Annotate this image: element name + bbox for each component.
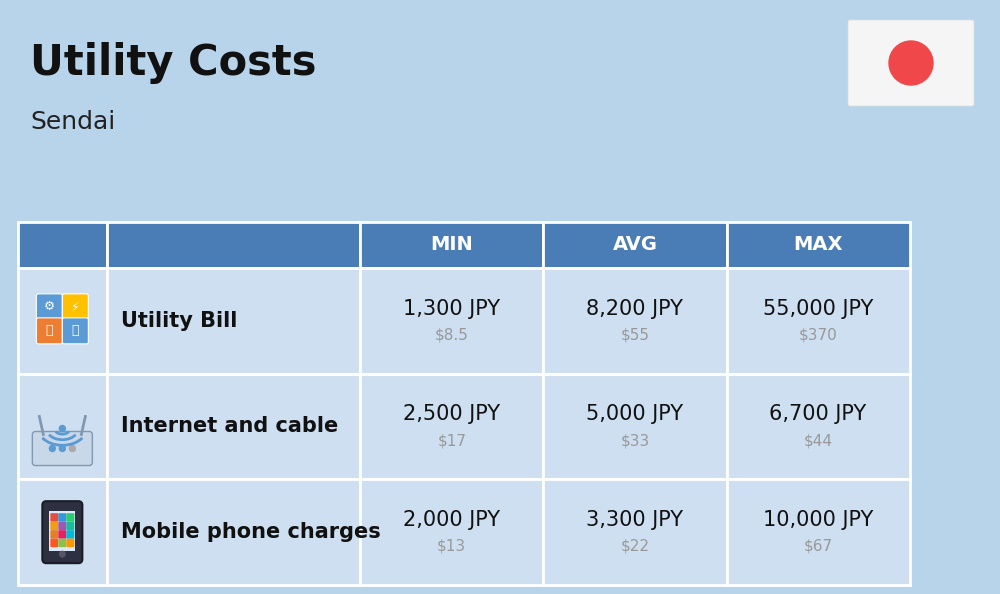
Text: $67: $67: [804, 539, 833, 554]
FancyBboxPatch shape: [36, 318, 62, 344]
Text: 📷: 📷: [72, 324, 79, 337]
Text: $8.5: $8.5: [435, 327, 469, 342]
Bar: [543, 374, 727, 479]
Bar: [107, 374, 360, 479]
Bar: [107, 479, 360, 585]
Text: ⚙: ⚙: [44, 301, 55, 313]
Circle shape: [69, 446, 75, 451]
Bar: [49, 511, 75, 551]
FancyBboxPatch shape: [50, 539, 58, 547]
Circle shape: [59, 551, 66, 558]
Bar: [543, 268, 727, 374]
Text: 55,000 JPY: 55,000 JPY: [763, 299, 873, 319]
Bar: [727, 374, 910, 479]
Bar: [18, 222, 107, 268]
Bar: [107, 268, 360, 374]
Bar: [360, 268, 543, 374]
Text: Utility Costs: Utility Costs: [30, 42, 316, 84]
FancyBboxPatch shape: [66, 522, 74, 530]
FancyBboxPatch shape: [58, 530, 66, 539]
Bar: [360, 479, 543, 585]
FancyBboxPatch shape: [58, 513, 66, 522]
Circle shape: [889, 41, 933, 85]
Bar: [18, 479, 107, 585]
Text: Sendai: Sendai: [30, 110, 115, 134]
Text: 6,700 JPY: 6,700 JPY: [769, 405, 867, 425]
FancyBboxPatch shape: [62, 318, 88, 344]
Text: 1,300 JPY: 1,300 JPY: [403, 299, 500, 319]
Bar: [360, 222, 543, 268]
Circle shape: [59, 425, 65, 431]
FancyBboxPatch shape: [50, 530, 58, 539]
Text: 3,300 JPY: 3,300 JPY: [586, 510, 684, 530]
Text: 2,000 JPY: 2,000 JPY: [403, 510, 500, 530]
FancyBboxPatch shape: [848, 20, 974, 106]
Text: $55: $55: [620, 327, 649, 342]
FancyBboxPatch shape: [36, 294, 62, 320]
Text: Mobile phone charges: Mobile phone charges: [121, 522, 380, 542]
Circle shape: [59, 446, 65, 451]
Bar: [543, 222, 727, 268]
Text: 🔌: 🔌: [46, 324, 53, 337]
Bar: [727, 222, 910, 268]
Bar: [18, 374, 107, 479]
FancyBboxPatch shape: [66, 513, 74, 522]
Text: 5,000 JPY: 5,000 JPY: [586, 405, 684, 425]
Bar: [107, 222, 360, 268]
Text: $22: $22: [620, 539, 649, 554]
Text: $44: $44: [804, 433, 833, 448]
FancyBboxPatch shape: [66, 539, 74, 547]
Bar: [543, 479, 727, 585]
Bar: [18, 268, 107, 374]
FancyBboxPatch shape: [50, 513, 58, 522]
FancyBboxPatch shape: [50, 522, 58, 530]
Text: $370: $370: [799, 327, 837, 342]
Bar: [727, 268, 910, 374]
Text: MAX: MAX: [793, 235, 843, 254]
Text: Internet and cable: Internet and cable: [121, 416, 338, 437]
Text: Utility Bill: Utility Bill: [121, 311, 237, 331]
FancyBboxPatch shape: [58, 522, 66, 530]
FancyBboxPatch shape: [58, 539, 66, 547]
Circle shape: [49, 446, 55, 451]
Bar: [727, 479, 910, 585]
Text: $17: $17: [437, 433, 466, 448]
FancyBboxPatch shape: [42, 501, 82, 563]
Text: 8,200 JPY: 8,200 JPY: [586, 299, 683, 319]
Text: 10,000 JPY: 10,000 JPY: [763, 510, 873, 530]
Text: 2,500 JPY: 2,500 JPY: [403, 405, 500, 425]
Text: ⚡: ⚡: [71, 301, 80, 313]
FancyBboxPatch shape: [66, 530, 74, 539]
Text: AVG: AVG: [612, 235, 657, 254]
FancyBboxPatch shape: [62, 294, 88, 320]
Bar: [360, 374, 543, 479]
FancyBboxPatch shape: [32, 431, 92, 466]
Text: MIN: MIN: [430, 235, 473, 254]
Text: $33: $33: [620, 433, 650, 448]
Text: $13: $13: [437, 539, 466, 554]
